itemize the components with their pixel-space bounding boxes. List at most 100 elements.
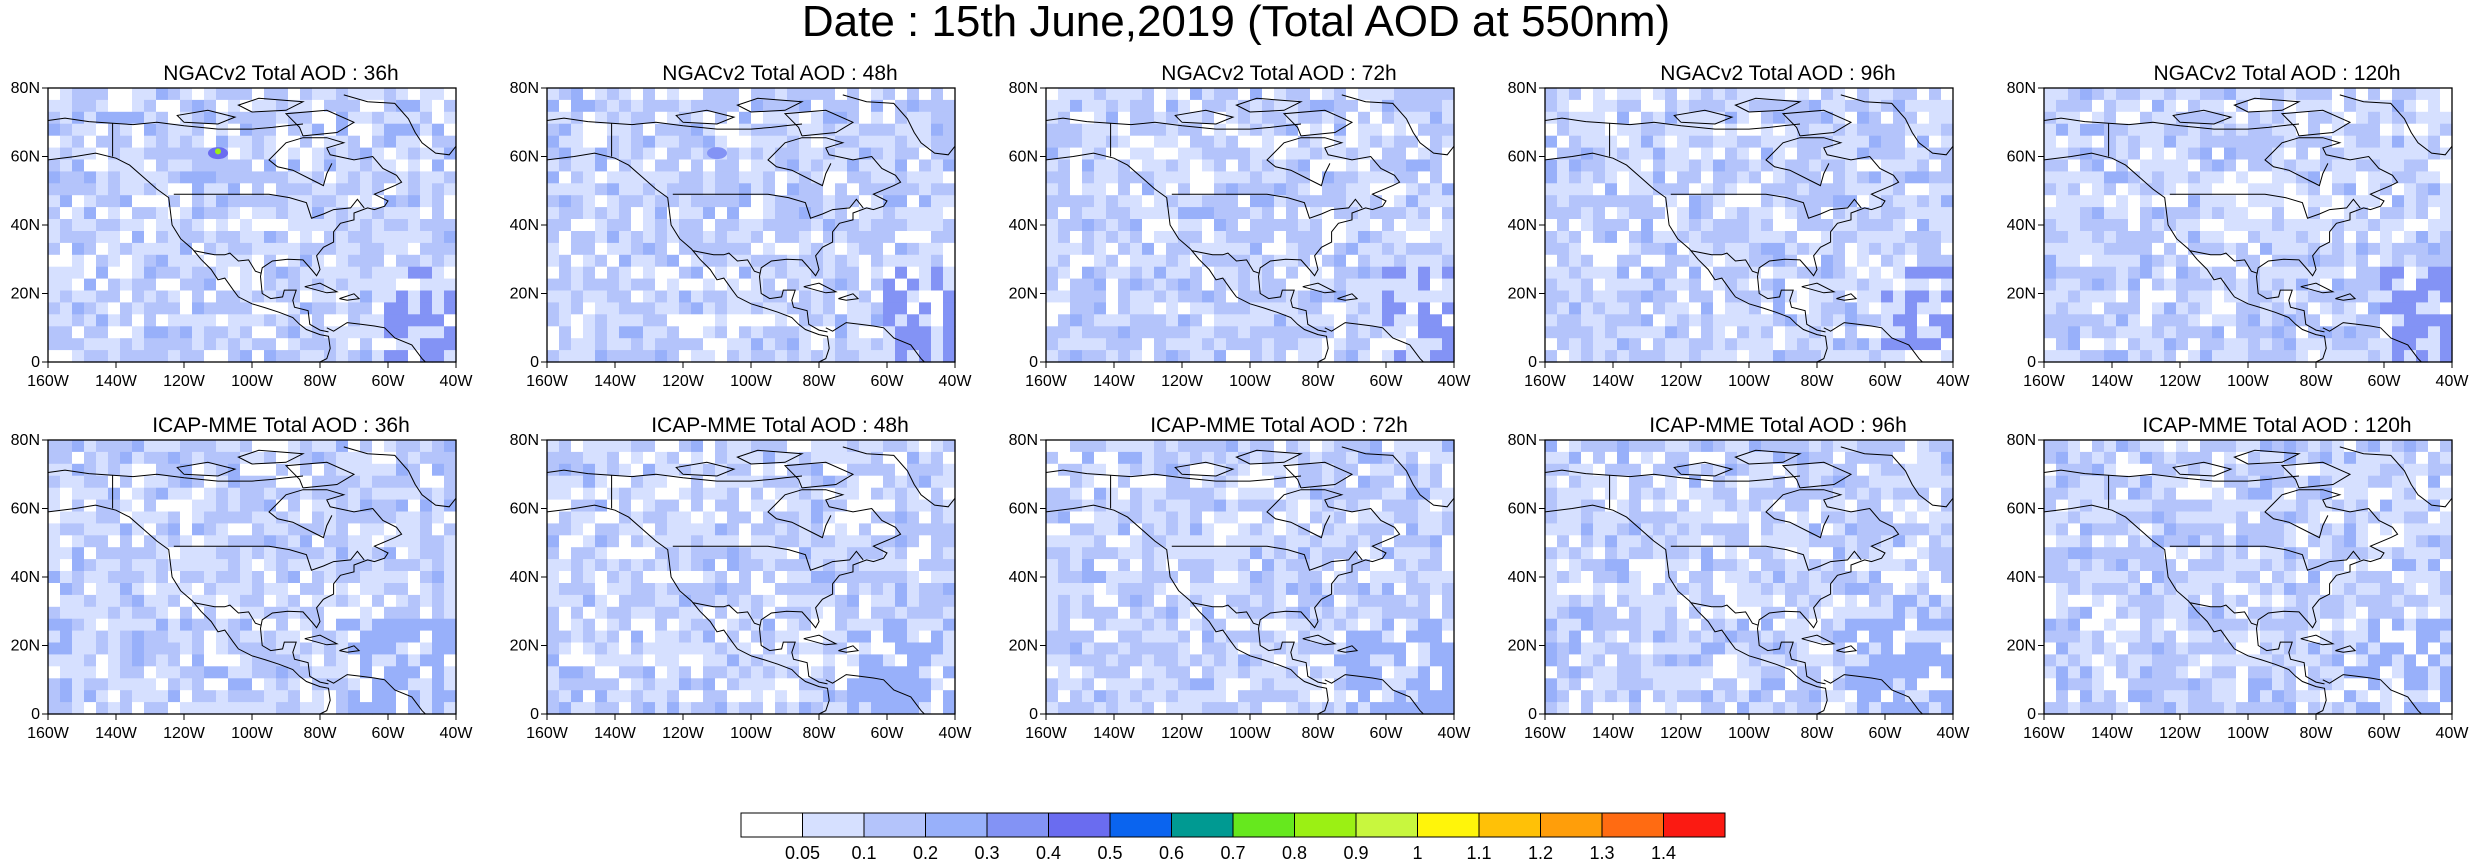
lat-tick-label: 80N xyxy=(2007,80,2036,97)
aod-field xyxy=(547,440,956,715)
coastlines xyxy=(546,446,956,715)
lon-tick-label: 100W xyxy=(2227,373,2270,390)
coastlines xyxy=(47,94,457,363)
lat-tick-label: 20N xyxy=(2007,286,2036,303)
lon-tick-label: 120W xyxy=(2159,373,2202,390)
lat-tick-label: 60N xyxy=(2007,149,2036,166)
lat-tick-label: 20N xyxy=(510,638,539,655)
lon-tick-label: 80W xyxy=(1801,373,1835,390)
lon-tick-label: 140W xyxy=(2091,373,2134,390)
aod-map: 160W 140W 120W 100W 80W 60W 40W 80N 60N 40N 20N 0 xyxy=(1508,432,1971,742)
coastlines xyxy=(1544,94,1954,363)
lat-tick-label: 20N xyxy=(1508,286,1537,303)
lat-tick-label: 20N xyxy=(11,286,40,303)
lat-tick-label: 40N xyxy=(11,569,40,586)
map-panel: ICAP-MME Total AOD : 36h 160W 140W 120W 100W… xyxy=(11,414,516,774)
lat-tick-label: 60N xyxy=(11,501,40,518)
lat-tick-label: 40N xyxy=(2007,217,2036,234)
aod-field xyxy=(2044,88,2453,363)
aod-map: 160W 140W 120W 100W 80W 60W 40W 80N 60N 40N 20N 0 xyxy=(11,80,474,390)
lon-tick-label: 120W xyxy=(1161,725,1204,742)
panel-title: NGACv2 Total AOD : 72h xyxy=(1161,62,1397,85)
colorbar-swatch xyxy=(1355,812,1418,838)
colorbar-label: 1.4 xyxy=(1651,843,1676,862)
lon-tick-label: 120W xyxy=(1161,373,1204,390)
lon-tick-label: 120W xyxy=(1660,373,1703,390)
lat-tick-label: 40N xyxy=(1009,569,1038,586)
lon-tick-label: 40W xyxy=(1937,373,1971,390)
aod-map: 160W 140W 120W 100W 80W 60W 40W 80N 60N 40N 20N 0 xyxy=(1508,80,1971,390)
lon-tick-label: 140W xyxy=(594,373,637,390)
lon-tick-label: 120W xyxy=(662,373,705,390)
coastlines xyxy=(1544,446,1954,715)
lon-tick-label: 100W xyxy=(231,725,274,742)
lat-tick-label: 60N xyxy=(510,149,539,166)
lat-tick-label: 0 xyxy=(1029,706,1038,723)
lon-tick-label: 60W xyxy=(2368,373,2402,390)
lon-tick-label: 40W xyxy=(1438,725,1472,742)
aod-colorbar: 0.05 0.1 0.2 0.3 0.4 0.5 0.6 0.7 0.8 0.9 1 1.1 1.2 1.… xyxy=(740,812,1726,862)
lon-tick-label: 80W xyxy=(1302,725,1336,742)
lat-tick-label: 40N xyxy=(11,217,40,234)
coastlines xyxy=(2043,446,2453,715)
lon-tick-label: 80W xyxy=(803,373,837,390)
coastlines xyxy=(47,446,457,715)
lon-tick-label: 100W xyxy=(730,725,773,742)
lon-tick-label: 40W xyxy=(2436,725,2470,742)
lon-tick-label: 160W xyxy=(27,725,70,742)
colorbar-swatch xyxy=(863,812,926,838)
lon-tick-label: 120W xyxy=(163,725,206,742)
aod-field xyxy=(1046,440,1455,715)
lon-tick-label: 100W xyxy=(1229,725,1272,742)
lat-tick-label: 80N xyxy=(510,80,539,97)
panel-title: ICAP-MME Total AOD : 96h xyxy=(1649,414,1907,437)
lat-tick-label: 40N xyxy=(2007,569,2036,586)
lon-tick-label: 80W xyxy=(2300,373,2334,390)
map-panel: ICAP-MME Total AOD : 48h 160W 140W 120W 100W… xyxy=(510,414,1015,774)
colorbar-label: 0.05 xyxy=(785,843,820,862)
lon-tick-label: 80W xyxy=(304,373,338,390)
aod-plume xyxy=(707,147,727,160)
aod-field xyxy=(1545,88,1954,363)
colorbar-label: 0.7 xyxy=(1220,843,1245,862)
panel-title: NGACv2 Total AOD : 96h xyxy=(1660,62,1896,85)
lat-tick-label: 80N xyxy=(11,80,40,97)
lon-tick-label: 40W xyxy=(440,373,474,390)
lon-tick-label: 60W xyxy=(1370,725,1404,742)
aod-map: 160W 140W 120W 100W 80W 60W 40W 80N 60N 40N 20N 0 xyxy=(2007,432,2470,742)
lon-tick-label: 120W xyxy=(2159,725,2202,742)
lon-tick-label: 120W xyxy=(1660,725,1703,742)
lon-tick-label: 100W xyxy=(231,373,274,390)
lon-tick-label: 100W xyxy=(1229,373,1272,390)
lon-tick-label: 140W xyxy=(1592,373,1635,390)
map-panel: ICAP-MME Total AOD : 72h 160W 140W 120W 100W… xyxy=(1009,414,1514,774)
lat-tick-label: 60N xyxy=(1009,501,1038,518)
lat-tick-label: 0 xyxy=(530,354,539,371)
colorbar-label: 1.3 xyxy=(1589,843,1614,862)
lon-tick-label: 160W xyxy=(1025,373,1068,390)
colorbar-label: 0.3 xyxy=(974,843,999,862)
colorbar-swatch xyxy=(1109,812,1172,838)
colorbar-label: 1 xyxy=(1412,843,1422,862)
map-panel: NGACv2 Total AOD : 96h 160W 140W 120W 100W 80… xyxy=(1508,62,2013,422)
colorbar-swatch xyxy=(986,812,1049,838)
lat-tick-label: 40N xyxy=(510,217,539,234)
map-panel: NGACv2 Total AOD : 72h 160W 140W 120W 100W 80… xyxy=(1009,62,1514,422)
lon-tick-label: 60W xyxy=(372,725,406,742)
lon-tick-label: 100W xyxy=(1728,725,1771,742)
aod-map: 160W 140W 120W 100W 80W 60W 40W 80N 60N 40N 20N 0 xyxy=(1009,80,1472,390)
lat-tick-label: 0 xyxy=(1029,354,1038,371)
coastlines xyxy=(1045,94,1455,363)
aod-field xyxy=(48,88,457,363)
colorbar-label: 0.2 xyxy=(913,843,938,862)
lat-tick-label: 60N xyxy=(1009,149,1038,166)
lon-tick-label: 160W xyxy=(2023,373,2066,390)
colorbar-swatch xyxy=(1478,812,1541,838)
colorbar-swatch xyxy=(1294,812,1357,838)
lon-tick-label: 160W xyxy=(1524,373,1567,390)
coastlines xyxy=(2043,94,2453,363)
colorbar-swatch xyxy=(925,812,988,838)
lon-tick-label: 140W xyxy=(2091,725,2134,742)
colorbar-label: 0.5 xyxy=(1097,843,1122,862)
panel-title: ICAP-MME Total AOD : 36h xyxy=(152,414,410,437)
